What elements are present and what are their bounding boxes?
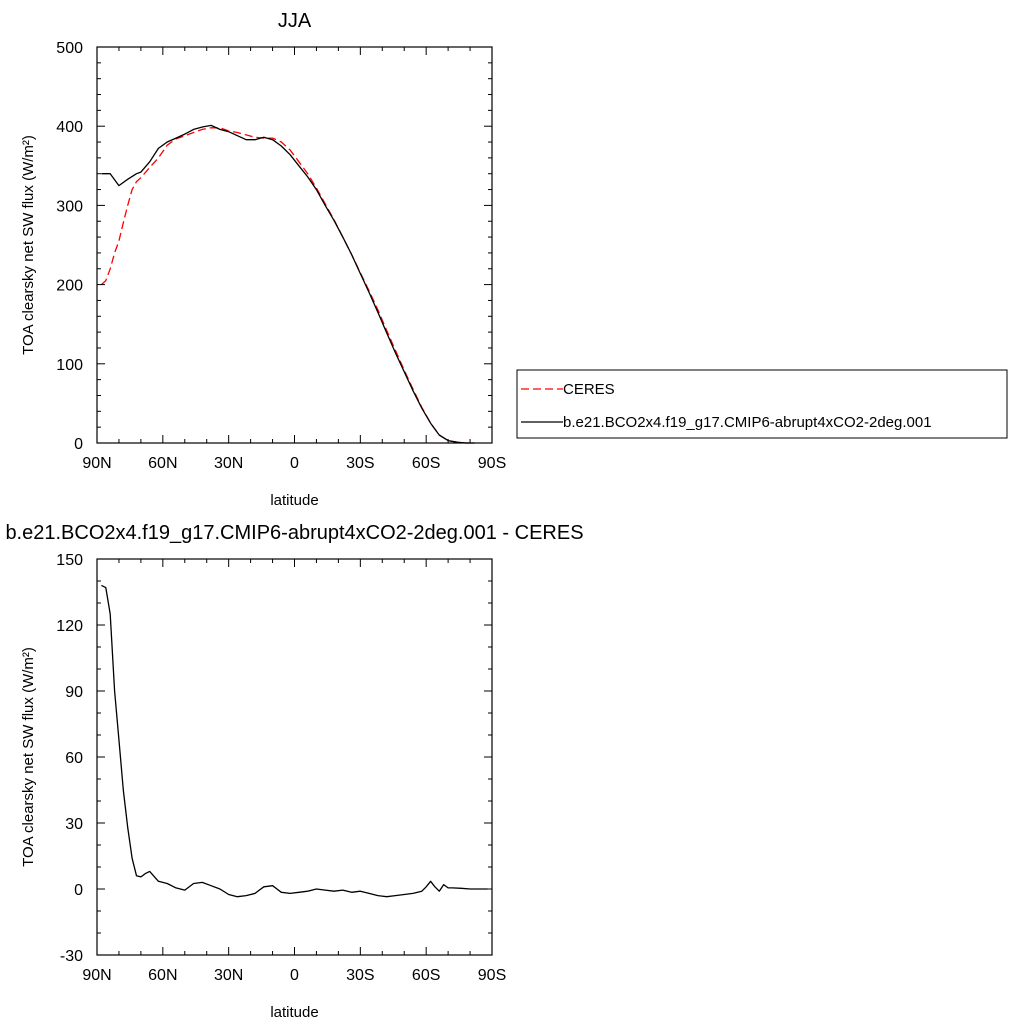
y-tick-label: 400 (56, 119, 83, 136)
chart-title: JJA (278, 10, 312, 32)
x-tick-label: 30S (346, 967, 374, 984)
series-line-1 (101, 124, 475, 444)
y-tick-label: 150 (56, 552, 83, 569)
y-tick-label: -30 (60, 948, 83, 965)
x-tick-label: 0 (290, 967, 299, 984)
x-tick-label: 30N (214, 967, 243, 984)
x-tick-label: 60S (412, 967, 440, 984)
y-axis-label: TOA clearsky net SW flux (W/m²) (20, 135, 37, 355)
difference-chart: b.e21.BCO2x4.f19_g17.CMIP6-abrupt4xCO2-2… (5, 522, 583, 1021)
y-tick-label: 30 (65, 816, 83, 833)
y-tick-label: 500 (56, 40, 83, 57)
top-chart: JJA 90N 60N 30N 0 30S 60S 90S 0 100 200 300 400 500 la… (20, 10, 1008, 509)
x-tick-label: 60N (148, 455, 177, 472)
series-line-0 (100, 127, 475, 444)
plot-frame (96, 46, 493, 444)
series-line-0 (101, 584, 488, 898)
y-tick-label: 300 (56, 198, 83, 215)
x-tick-label: 90N (82, 967, 111, 984)
y-tick-label: 0 (74, 436, 83, 453)
x-tick-label: 60N (148, 967, 177, 984)
legend-label-0: CERES (563, 381, 615, 398)
x-tick-label: 60S (412, 455, 440, 472)
legend-label-1: b.e21.BCO2x4.f19_g17.CMIP6-abrupt4xCO2-2… (563, 414, 932, 431)
plot-frame (96, 558, 493, 956)
y-axis-label: TOA clearsky net SW flux (W/m²) (20, 647, 37, 867)
legend-box (516, 369, 1008, 439)
y-tick-label: 100 (56, 357, 83, 374)
x-tick-label: 90S (478, 967, 506, 984)
y-tick-label: 90 (65, 684, 83, 701)
x-tick-label: 30S (346, 455, 374, 472)
x-tick-label: 90N (82, 455, 111, 472)
x-tick-label: 30N (214, 455, 243, 472)
y-tick-label: 120 (56, 618, 83, 635)
x-axis-label: latitude (270, 1004, 318, 1021)
y-tick-label: 0 (74, 882, 83, 899)
y-tick-label: 60 (65, 750, 83, 767)
x-tick-label: 0 (290, 455, 299, 472)
y-tick-label: 200 (56, 278, 83, 295)
x-axis-label: latitude (270, 492, 318, 509)
chart-title: b.e21.BCO2x4.f19_g17.CMIP6-abrupt4xCO2-2… (5, 522, 583, 544)
x-tick-label: 90S (478, 455, 506, 472)
